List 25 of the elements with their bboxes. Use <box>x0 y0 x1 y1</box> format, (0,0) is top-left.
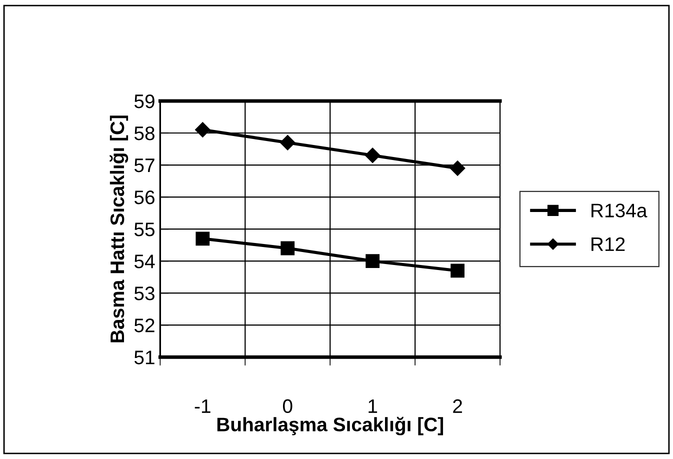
point <box>365 148 380 163</box>
y-axis-title: Basma Hattı Sıcaklığı [C] <box>110 116 128 342</box>
y-tick-label: 51 <box>134 350 154 364</box>
x-tick-label: 0 <box>282 399 292 414</box>
point <box>280 135 296 150</box>
point <box>450 160 466 176</box>
x-axis-title: Buharlaşma Sıcaklığı [C] <box>217 416 444 436</box>
y-tick-label: 52 <box>134 318 154 332</box>
point <box>450 264 464 278</box>
y-tick-label: 54 <box>134 254 155 268</box>
x-tick-label: -1 <box>194 399 210 413</box>
y-tick-label: 55 <box>134 222 154 236</box>
x-tick-label: 2 <box>453 399 462 413</box>
point <box>196 232 210 246</box>
y-tick-label: 57 <box>134 158 154 172</box>
y-tick-label: 58 <box>134 126 154 140</box>
legend-label: R134a <box>592 204 648 218</box>
point <box>195 122 210 138</box>
point <box>366 254 380 268</box>
y-tick-label: 53 <box>134 286 154 300</box>
x-tick-label: 1 <box>368 399 378 413</box>
y-tick-label: 56 <box>134 190 154 204</box>
y-tick-label: 59 <box>134 94 154 108</box>
legend-label: R12 <box>592 237 625 251</box>
point <box>280 241 295 256</box>
